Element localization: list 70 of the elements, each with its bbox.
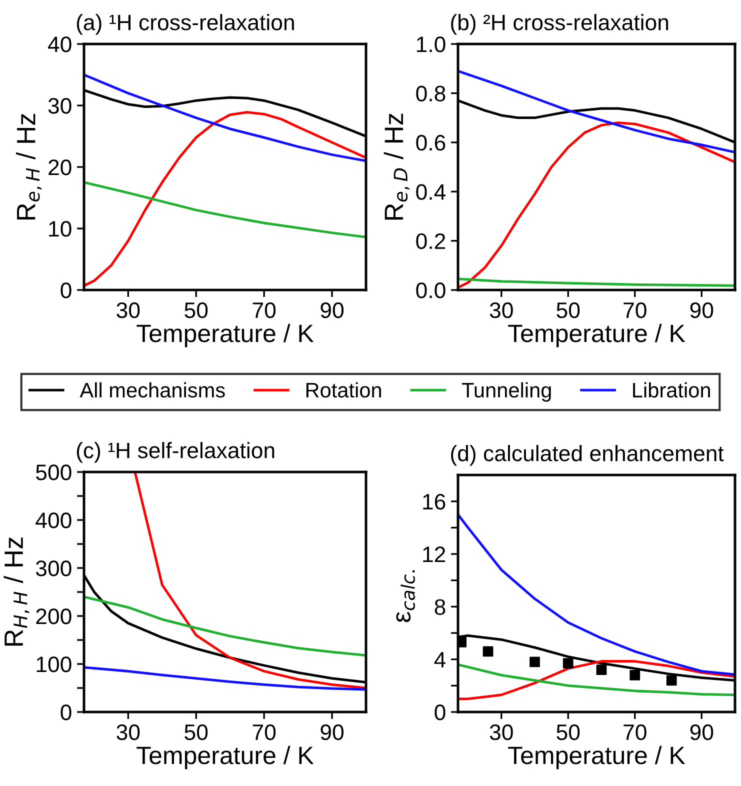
point — [482, 646, 494, 657]
x-axis-title: Temperature / K — [136, 746, 314, 770]
y-tick-label: 0.6 — [416, 134, 446, 151]
y-tick-label: 40 — [48, 36, 72, 52]
line-series — [84, 596, 366, 657]
line-series — [458, 513, 735, 676]
point — [666, 675, 677, 686]
x-tick-label: 90 — [690, 302, 714, 318]
legend-label: Tunneling — [462, 382, 551, 402]
chart-title: (b) ²H cross-relaxation — [451, 14, 668, 35]
line-series — [84, 666, 366, 691]
line-series — [84, 181, 366, 238]
y-tick-label: 10 — [49, 221, 72, 237]
y-tick-label: 500 — [36, 464, 72, 480]
chart-title: (d) calculated enhancement — [451, 445, 724, 466]
x-tick-label: 30 — [490, 302, 513, 318]
x-axis-title: Temperature / K — [508, 746, 686, 770]
chart-title: (c) ¹H self-relaxation — [76, 442, 274, 463]
x-axis-title: Temperature / K — [508, 324, 686, 348]
y-tick-label: 400 — [36, 512, 72, 528]
y-axis-title: ε$_{calc.}$ — [396, 570, 415, 622]
y-tick-label: 30 — [48, 98, 72, 114]
x-tick-label: 50 — [556, 302, 580, 318]
point — [630, 670, 640, 680]
y-tick-label: 1.0 — [417, 36, 446, 52]
point — [530, 656, 540, 668]
y-axis-title: R$_{e,H}$ / Hz — [16, 114, 42, 220]
line-series — [134, 472, 366, 690]
x-tick-label: 50 — [184, 724, 208, 740]
x-tick-label: 70 — [252, 724, 276, 740]
y-tick-label: 0 — [434, 704, 446, 720]
x-tick-label: 70 — [624, 302, 646, 318]
y-tick-label: 8 — [434, 599, 446, 615]
legend-label: Rotation — [306, 382, 381, 398]
legend-label: Libration — [633, 382, 710, 398]
y-tick-label: 0 — [60, 704, 72, 720]
x-tick-label: 50 — [556, 724, 580, 740]
x-tick-label: 90 — [690, 724, 714, 740]
x-tick-label: 70 — [252, 302, 276, 318]
y-tick-label: 0.4 — [416, 184, 446, 200]
y-tick-label: 0.8 — [416, 86, 446, 102]
x-axis-title: Temperature / K — [136, 324, 314, 348]
line-series — [458, 278, 735, 287]
line-series — [84, 111, 366, 287]
y-tick-label: 0 — [60, 282, 72, 298]
x-tick-label: 30 — [116, 302, 140, 318]
line-series — [84, 74, 366, 162]
y-tick-label: 0.2 — [416, 233, 446, 250]
x-tick-label: 30 — [116, 724, 140, 740]
x-tick-label: 90 — [320, 302, 344, 318]
point — [562, 658, 574, 668]
y-tick-label: 100 — [36, 656, 72, 672]
point — [596, 664, 607, 676]
line-series — [458, 121, 735, 289]
chart-title: (a) ¹H cross-relaxation — [76, 14, 294, 35]
y-tick-label: 16 — [423, 494, 446, 510]
x-tick-label: 30 — [490, 724, 513, 740]
y-tick-label: 200 — [36, 608, 72, 624]
y-axis-title: R$_{e,D}$ / Hz — [384, 114, 410, 220]
y-tick-label: 12 — [423, 546, 446, 562]
x-tick-label: 50 — [184, 302, 208, 318]
legend-label: All mechanisms — [80, 382, 225, 398]
y-tick-label: 20 — [48, 160, 72, 176]
y-tick-label: 0.0 — [416, 282, 446, 298]
x-tick-label: 70 — [624, 724, 646, 740]
line-series — [458, 70, 735, 154]
y-tick-label: 4 — [434, 652, 446, 668]
y-axis-title: R$_{H,H}$ / Hz — [4, 538, 30, 646]
x-tick-label: 90 — [320, 724, 344, 740]
y-tick-label: 300 — [36, 560, 72, 576]
